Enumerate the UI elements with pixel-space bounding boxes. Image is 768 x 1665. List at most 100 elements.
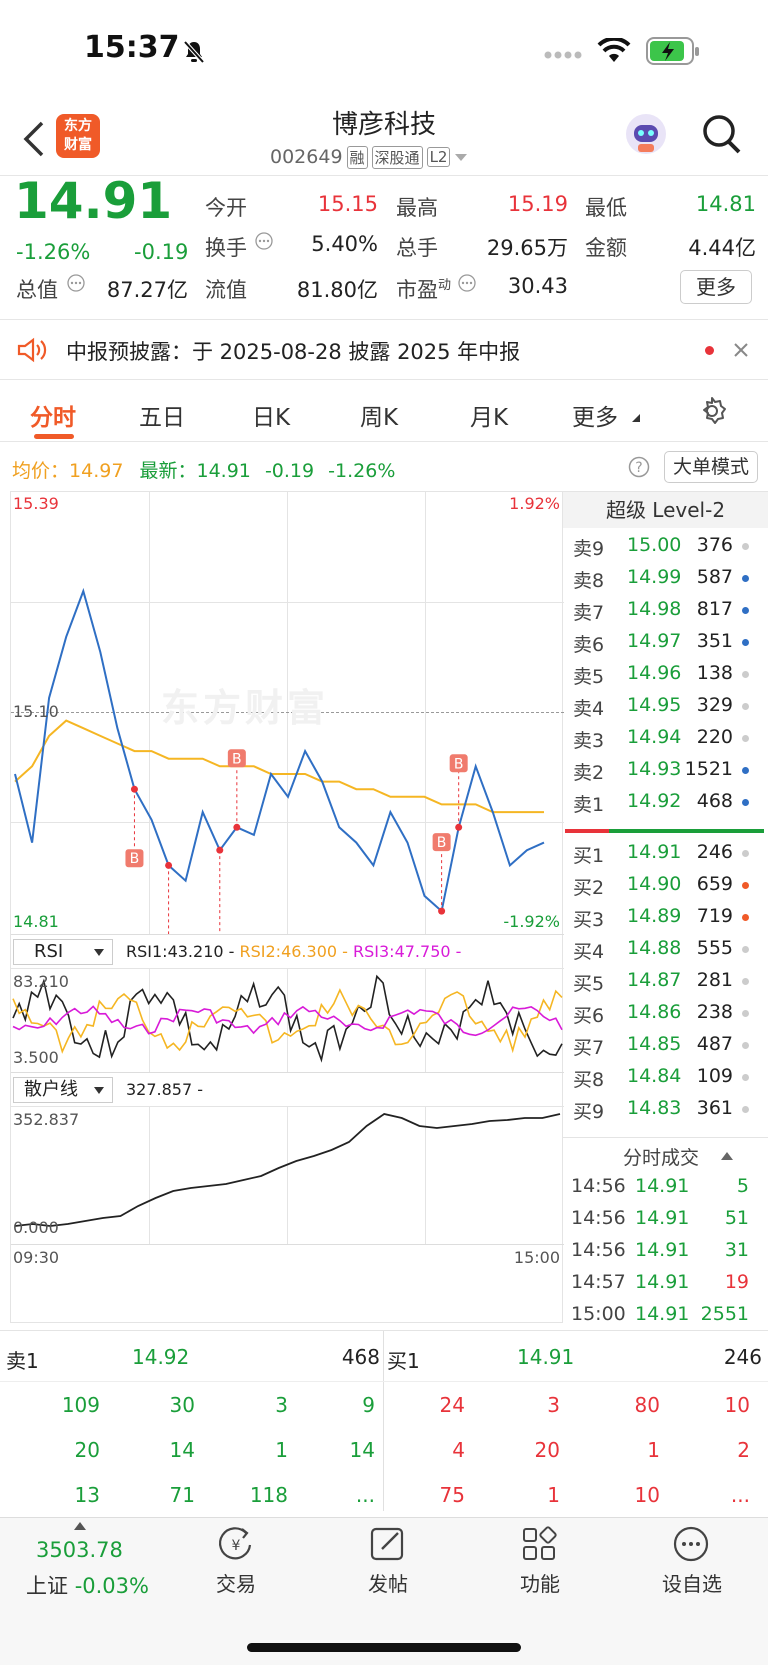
field-label-open: 今开 <box>205 196 247 220</box>
queue-buy-cell: 20 <box>534 1438 560 1462</box>
rsi-selector[interactable]: RSI <box>13 939 113 965</box>
search-icon[interactable] <box>702 114 742 156</box>
tab-more[interactable]: 更多 <box>572 405 618 431</box>
buy-level-row[interactable]: 买9 14.83 361 <box>563 1093 755 1125</box>
robot-assistant-icon[interactable] <box>622 110 670 158</box>
more-button[interactable]: 更多 <box>680 270 752 304</box>
index-line[interactable]: 上证 -0.03% <box>26 1570 149 1600</box>
notice-text: 中报预披露：于 2025-08-28 披露 2025 年中报 <box>66 340 521 364</box>
more-circle-icon <box>673 1526 709 1562</box>
level-volume: 138 <box>696 662 733 684</box>
last-price: 14.91 <box>14 172 173 230</box>
sell-level-row[interactable]: 卖5 14.96 138 <box>563 658 755 690</box>
bottom-dock: 3503.78 上证 -0.03% <box>0 1517 768 1665</box>
marker-dot <box>165 861 173 869</box>
trade-price: 14.91 <box>635 1239 690 1261</box>
tab-daily[interactable]: 日K <box>252 405 291 431</box>
close-icon[interactable] <box>733 342 749 358</box>
trade-row: 14:56 14.91 51 <box>563 1203 755 1235</box>
field-label-high: 最高 <box>396 196 438 220</box>
buy-level-row[interactable]: 买8 14.84 109 <box>563 1061 755 1093</box>
buy-level-row[interactable]: 买4 14.88 555 <box>563 933 755 965</box>
collapse-up-icon[interactable] <box>721 1152 733 1160</box>
trade-volume: 2551 <box>700 1303 749 1325</box>
field-value-low: 14.81 <box>695 192 756 216</box>
level-price: 14.90 <box>627 873 682 895</box>
queue-sell-cell: ... <box>355 1483 375 1507</box>
buy-marker-label: B <box>437 835 447 851</box>
tab-monthly[interactable]: 月K <box>470 405 509 431</box>
buy-level-row[interactable]: 买7 14.85 487 <box>563 1029 755 1061</box>
level-price: 14.95 <box>627 694 682 716</box>
level-volume: 109 <box>696 1065 733 1087</box>
dock-post-button[interactable]: 发帖 <box>338 1525 438 1597</box>
dock-watchlist-label: 设自选 <box>662 1572 722 1596</box>
dock-trade-label: 交易 <box>216 1572 256 1596</box>
dock-function-button[interactable]: 功能 <box>490 1525 590 1597</box>
info-dots-icon[interactable] <box>458 274 476 292</box>
app-logo[interactable]: 东方 财富 <box>56 114 100 158</box>
level-label: 卖4 <box>573 698 605 720</box>
big-order-mode-button[interactable]: 大单模式 <box>664 451 758 483</box>
tab-weekly[interactable]: 周K <box>360 405 399 431</box>
level-volume: 555 <box>696 937 733 959</box>
retail-selector[interactable]: 散户线 <box>13 1077 113 1103</box>
buy-level-row[interactable]: 买6 14.86 238 <box>563 997 755 1029</box>
sell-level-row[interactable]: 卖9 15.00 376 <box>563 530 755 562</box>
queue-buy-cell: 3 <box>547 1393 560 1417</box>
gear-icon[interactable] <box>697 396 727 426</box>
panel-divider <box>563 1137 768 1138</box>
queue-buy-cell: ... <box>730 1483 750 1507</box>
order-queue: 卖1 14.92 468 买1 14.91 246 109 30 3 9 20 14 1 14… <box>0 1330 768 1511</box>
level-volume: 351 <box>696 630 733 652</box>
speaker-icon <box>17 337 47 363</box>
pe-label-text: 市盈 <box>396 278 438 302</box>
queue-buy-cell: 75 <box>439 1483 465 1507</box>
tab-intraday[interactable]: 分时 <box>30 405 76 431</box>
buy-level-row[interactable]: 买1 14.91 246 <box>563 837 755 869</box>
chart-area[interactable]: 东方财富 BBBBBB 15.39 1.92% 15.10 14.81 -1.9… <box>10 491 564 1323</box>
price-mid-label: 15.10 <box>13 702 59 721</box>
tag-level2: L2 <box>426 147 451 167</box>
level-price: 14.86 <box>627 1001 682 1023</box>
help-icon[interactable]: ? <box>628 456 650 478</box>
queue-buy-cell: 10 <box>634 1483 660 1507</box>
buy-level-row[interactable]: 买2 14.90 659 <box>563 869 755 901</box>
info-dots-icon[interactable] <box>255 232 273 250</box>
retail-chart <box>14 1113 561 1227</box>
ratio-bar-red <box>565 829 609 833</box>
svg-text:?: ? <box>635 460 642 476</box>
stock-code-row[interactable]: 002649 融 深股通 L2 <box>270 144 468 170</box>
sell-level-row[interactable]: 卖7 14.98 817 <box>563 594 755 626</box>
tab-5day[interactable]: 五日 <box>139 405 185 431</box>
avg-label: 均价： <box>12 460 70 482</box>
expand-up-icon[interactable] <box>74 1522 86 1530</box>
index-value[interactable]: 3503.78 <box>36 1538 123 1562</box>
sell-level-row[interactable]: 卖8 14.99 587 <box>563 562 755 594</box>
level-dot <box>742 850 749 857</box>
avg-value: 14.97 <box>69 460 124 482</box>
info-dots-icon[interactable] <box>67 274 85 292</box>
dock-watchlist-button[interactable]: 设自选 <box>642 1525 742 1597</box>
sell-level-row[interactable]: 卖3 14.94 220 <box>563 722 755 754</box>
level-dot <box>742 946 749 953</box>
sell-level-row[interactable]: 卖4 14.95 329 <box>563 690 755 722</box>
buy-level-row[interactable]: 买5 14.87 281 <box>563 965 755 997</box>
stock-code: 002649 <box>270 146 343 168</box>
notice-bar[interactable]: 中报预披露：于 2025-08-28 披露 2025 年中报 <box>0 320 768 380</box>
queue-sell-cell: 13 <box>74 1483 100 1507</box>
grid-line <box>287 1106 288 1244</box>
info-line: 均价：14.97 最新：14.91 -0.19 -1.26% <box>12 456 395 483</box>
trades-title[interactable]: 分时成交 <box>623 1147 700 1169</box>
sell-level-row[interactable]: 卖1 14.92 468 <box>563 786 755 818</box>
sell-level-row[interactable]: 卖2 14.93 1521 <box>563 754 755 786</box>
dock-trade-button[interactable]: ¥ 交易 <box>186 1525 286 1597</box>
level-volume: 281 <box>696 969 733 991</box>
back-icon[interactable] <box>22 120 46 158</box>
queue-sell-cell: 14 <box>349 1438 375 1462</box>
level-dot <box>742 882 749 889</box>
sell-level-row[interactable]: 卖6 14.97 351 <box>563 626 755 658</box>
buy-level-row[interactable]: 买3 14.89 719 <box>563 901 755 933</box>
level-volume: 487 <box>696 1033 733 1055</box>
buy-marker <box>227 749 246 768</box>
